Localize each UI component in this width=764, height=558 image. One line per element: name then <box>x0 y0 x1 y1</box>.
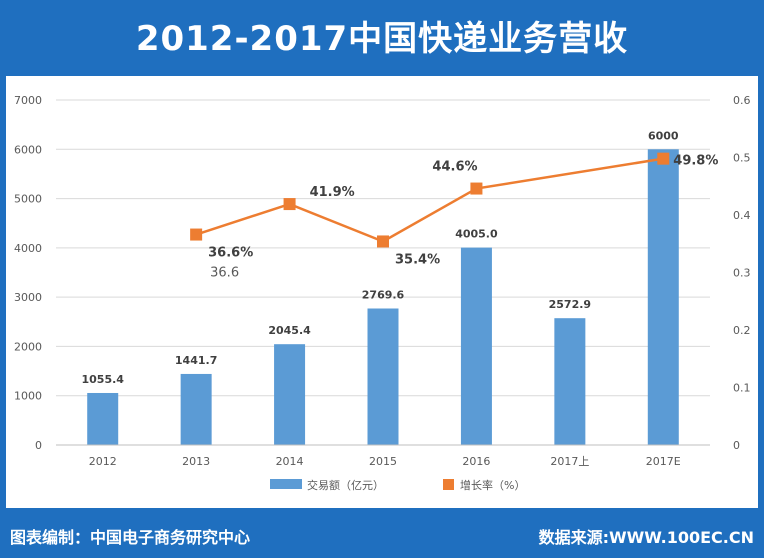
left-tick-label: 3000 <box>14 291 42 304</box>
bar-series <box>87 149 679 445</box>
growth-line <box>195 157 664 243</box>
bar-value-label: 4005.0 <box>455 228 498 241</box>
right-tick-label: 0.2 <box>733 324 751 337</box>
x-tick-label: 2012 <box>89 455 117 468</box>
left-tick-label: 6000 <box>14 143 42 156</box>
bar-value-label: 2572.9 <box>549 298 591 311</box>
x-tick-label: 2015 <box>369 455 397 468</box>
growth-marker <box>190 228 203 241</box>
bar-value-label: 1441.7 <box>175 354 217 367</box>
annotation-label: 36.6 <box>210 266 239 281</box>
growth-value-label: 36.6% <box>208 246 253 261</box>
legend-swatch-line <box>443 479 454 490</box>
growth-value-label: 35.4% <box>395 252 440 267</box>
bar <box>274 344 306 445</box>
chart-annotations: 36.6 <box>210 266 239 281</box>
footer-source: 数据来源:WWW.100EC.CN <box>538 528 754 547</box>
bar-value-label: 2045.4 <box>268 324 311 337</box>
legend-label-bar: 交易额（亿元） <box>307 478 384 492</box>
growth-marker <box>377 235 389 248</box>
left-tick-label: 0 <box>35 439 42 452</box>
legend: 交易额（亿元） 增长率（%） <box>270 478 525 492</box>
chart-area: 0 1000 2000 3000 4000 5000 6000 7000 0 0.1 0.2 0.3… <box>6 76 758 508</box>
line-data-labels: 36.6% 41.9% 35.4% 44.6% 49.8% <box>208 154 718 268</box>
bar <box>554 318 586 445</box>
right-tick-label: 0.4 <box>733 209 751 222</box>
title-bar: 2012-2017中国快递业务营收 <box>0 0 764 70</box>
growth-marker <box>657 152 670 165</box>
chart-title: 2012-2017中国快递业务营收 <box>135 18 629 59</box>
left-tick-label: 1000 <box>14 390 42 403</box>
growth-marker <box>283 198 296 211</box>
growth-value-label: 41.9% <box>310 185 355 200</box>
growth-value-label: 49.8% <box>673 154 718 169</box>
right-tick-label: 0.3 <box>733 267 751 280</box>
left-tick-label: 5000 <box>14 193 42 206</box>
legend-label-line: 增长率（%） <box>460 478 525 492</box>
x-tick-label: 2014 <box>276 455 304 468</box>
left-tick-label: 7000 <box>14 94 42 107</box>
right-tick-label: 0 <box>733 439 740 452</box>
x-tick-label: 2013 <box>182 455 210 468</box>
x-tick-label: 2016 <box>462 455 490 468</box>
bar <box>180 373 212 445</box>
left-axis: 0 1000 2000 3000 4000 5000 6000 7000 <box>14 94 42 452</box>
left-tick-label: 2000 <box>14 340 42 353</box>
right-tick-label: 0.6 <box>733 94 751 107</box>
x-axis: 2012 2013 2014 2015 2016 2017上 2017E <box>56 444 710 468</box>
x-tick-label: 2017E <box>646 455 681 468</box>
left-tick-label: 4000 <box>14 242 42 255</box>
combo-chart: 0 1000 2000 3000 4000 5000 6000 7000 0 0.1 0.2 0.3… <box>14 94 751 492</box>
right-tick-label: 0.1 <box>733 382 751 395</box>
bar-value-label: 2769.6 <box>362 288 405 301</box>
line-series <box>190 152 670 248</box>
legend-swatch-bar <box>270 479 302 489</box>
x-tick-label: 2017上 <box>550 455 589 468</box>
bar-value-label: 6000 <box>648 129 679 142</box>
bar <box>460 247 492 445</box>
growth-value-label: 44.6% <box>432 160 477 175</box>
bar-data-labels: 1055.4 1441.7 2045.4 2769.6 4005.0 2572.9 6000 <box>81 129 678 386</box>
right-axis: 0 0.1 0.2 0.3 0.4 0.5 0.6 <box>733 94 751 452</box>
footer-credit: 图表编制：中国电子商务研究中心 <box>10 528 251 547</box>
right-tick-label: 0.5 <box>733 152 751 165</box>
bar <box>87 392 119 445</box>
growth-marker <box>470 182 483 195</box>
footer: 图表编制：中国电子商务研究中心 数据来源:WWW.100EC.CN <box>0 514 764 558</box>
bar <box>367 308 399 445</box>
bar-value-label: 1055.4 <box>81 373 124 386</box>
bar <box>647 149 679 445</box>
